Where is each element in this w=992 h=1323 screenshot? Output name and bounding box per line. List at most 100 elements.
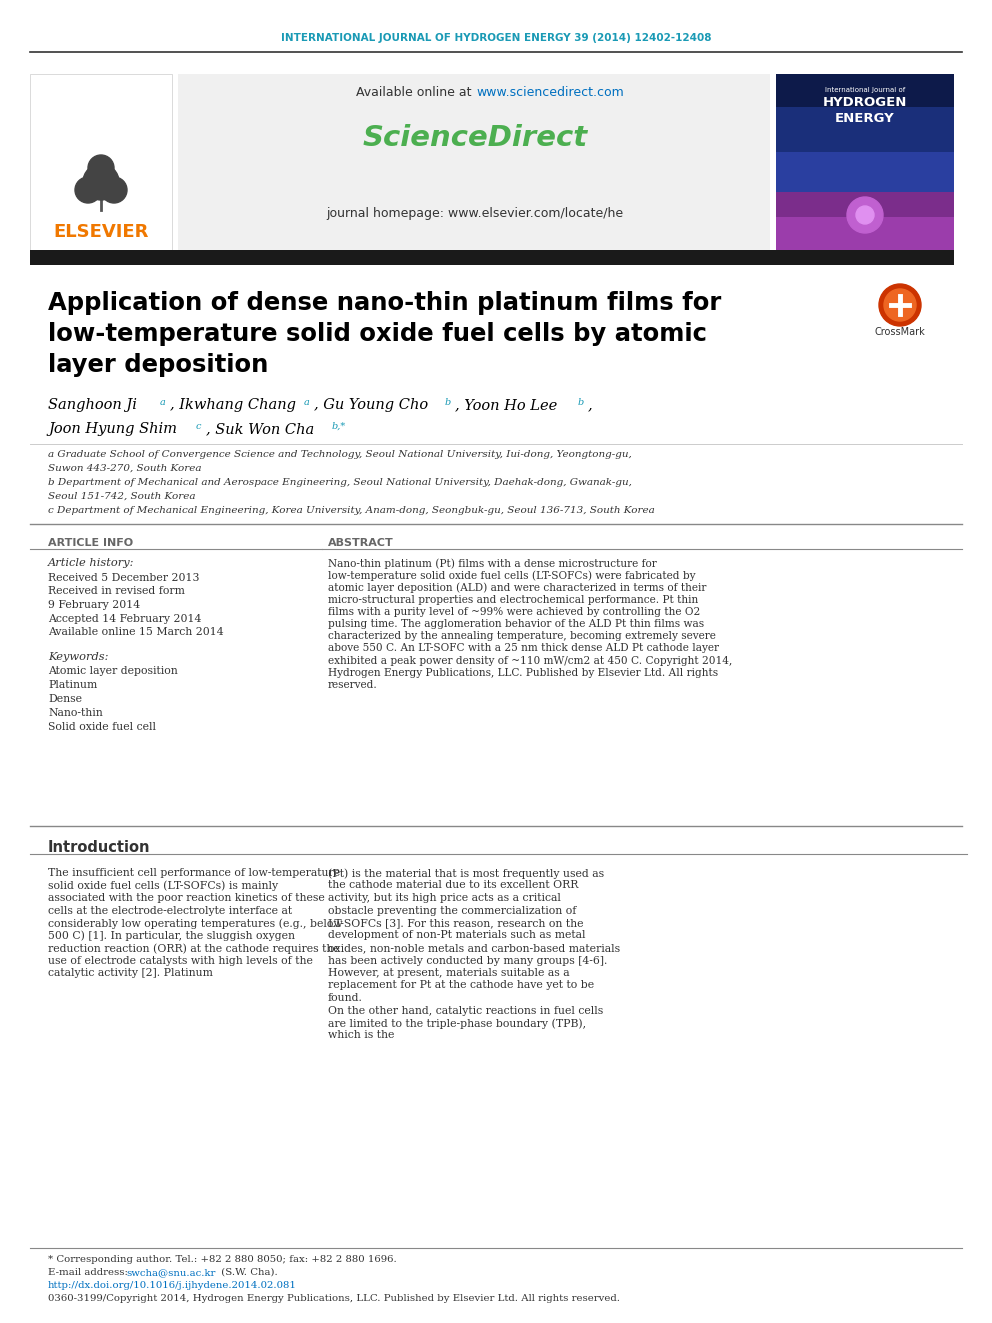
Bar (178, 74, 770, 251)
Text: b Department of Mechanical and Aerospace Engineering, Seoul National University,: b Department of Mechanical and Aerospace… (48, 478, 632, 487)
Text: c Department of Mechanical Engineering, Korea University, Anam-dong, Seongbuk-gu: c Department of Mechanical Engineering, … (48, 505, 655, 515)
Text: layer deposition: layer deposition (48, 353, 269, 377)
Text: Accepted 14 February 2014: Accepted 14 February 2014 (48, 614, 201, 623)
Bar (776, 107, 954, 251)
Text: Suwon 443-270, South Korea: Suwon 443-270, South Korea (48, 464, 201, 474)
Circle shape (75, 177, 101, 202)
Text: ScienceDirect: ScienceDirect (362, 124, 587, 152)
Text: found.: found. (328, 994, 363, 1003)
Text: cells at the electrode-electrolyte interface at: cells at the electrode-electrolyte inter… (48, 905, 292, 916)
Text: ENERGY: ENERGY (835, 111, 895, 124)
Text: considerably low operating temperatures (e.g., below: considerably low operating temperatures … (48, 918, 342, 929)
Text: characterized by the annealing temperature, becoming extremely severe: characterized by the annealing temperatu… (328, 631, 716, 642)
Text: Atomic layer deposition: Atomic layer deposition (48, 667, 178, 676)
Text: has been actively conducted by many groups [4-6].: has been actively conducted by many grou… (328, 955, 607, 966)
Text: solid oxide fuel cells (LT-SOFCs) is mainly: solid oxide fuel cells (LT-SOFCs) is mai… (48, 881, 278, 892)
Text: b,*: b,* (332, 422, 346, 431)
Text: development of non-Pt materials such as metal: development of non-Pt materials such as … (328, 930, 585, 941)
Text: Dense: Dense (48, 695, 82, 705)
Circle shape (856, 206, 874, 224)
Text: Seoul 151-742, South Korea: Seoul 151-742, South Korea (48, 492, 195, 501)
Text: the cathode material due to its excellent ORR: the cathode material due to its excellen… (328, 881, 578, 890)
Text: ABSTRACT: ABSTRACT (328, 538, 394, 548)
Circle shape (884, 288, 916, 321)
Text: ELSEVIER: ELSEVIER (54, 224, 149, 241)
Text: micro-structural properties and electrochemical performance. Pt thin: micro-structural properties and electroc… (328, 594, 698, 605)
Text: a: a (304, 398, 310, 407)
Text: International Journal of: International Journal of (825, 87, 905, 93)
Text: The insufficient cell performance of low-temperature: The insufficient cell performance of low… (48, 868, 340, 878)
Text: Received 5 December 2013: Received 5 December 2013 (48, 573, 199, 583)
Text: b: b (445, 398, 451, 407)
Text: a: a (160, 398, 166, 407)
Text: oxides, non-noble metals and carbon-based materials: oxides, non-noble metals and carbon-base… (328, 943, 620, 953)
Circle shape (88, 155, 114, 181)
Text: Joon Hyung Shim: Joon Hyung Shim (48, 422, 177, 437)
Text: www.sciencedirect.com: www.sciencedirect.com (476, 86, 624, 98)
Text: Article history:: Article history: (48, 558, 135, 568)
Text: ARTICLE INFO: ARTICLE INFO (48, 538, 133, 548)
Text: obstacle preventing the commercialization of: obstacle preventing the commercializatio… (328, 905, 576, 916)
Text: use of electrode catalysts with high levels of the: use of electrode catalysts with high lev… (48, 955, 312, 966)
Text: exhibited a peak power density of ~110 mW/cm2 at 450 C. Copyright 2014,: exhibited a peak power density of ~110 m… (328, 656, 732, 665)
Text: Sanghoon Ji: Sanghoon Ji (48, 398, 137, 411)
Text: However, at present, materials suitable as a: However, at present, materials suitable … (328, 968, 569, 978)
Text: , Suk Won Cha: , Suk Won Cha (206, 422, 314, 437)
Text: b: b (578, 398, 584, 407)
Bar (30, 74, 172, 251)
Text: E-mail address:: E-mail address: (48, 1267, 131, 1277)
Text: LT-SOFCs [3]. For this reason, research on the: LT-SOFCs [3]. For this reason, research … (328, 918, 583, 927)
Text: Application of dense nano-thin platinum films for: Application of dense nano-thin platinum … (48, 291, 721, 315)
Text: reserved.: reserved. (328, 680, 378, 691)
Text: c: c (196, 422, 201, 431)
Text: , Yoon Ho Lee: , Yoon Ho Lee (455, 398, 558, 411)
Text: Available online 15 March 2014: Available online 15 March 2014 (48, 627, 223, 636)
Text: Platinum: Platinum (48, 680, 97, 691)
Bar (776, 74, 954, 251)
Circle shape (879, 284, 921, 325)
Text: On the other hand, catalytic reactions in fuel cells: On the other hand, catalytic reactions i… (328, 1005, 603, 1016)
Text: activity, but its high price acts as a critical: activity, but its high price acts as a c… (328, 893, 560, 904)
Text: INTERNATIONAL JOURNAL OF HYDROGEN ENERGY 39 (2014) 12402-12408: INTERNATIONAL JOURNAL OF HYDROGEN ENERGY… (281, 33, 711, 44)
Text: Keywords:: Keywords: (48, 652, 108, 663)
Text: replacement for Pt at the cathode have yet to be: replacement for Pt at the cathode have y… (328, 980, 594, 991)
Text: * Corresponding author. Tel.: +82 2 880 8050; fax: +82 2 880 1696.: * Corresponding author. Tel.: +82 2 880 … (48, 1256, 397, 1263)
Text: Received in revised form: Received in revised form (48, 586, 185, 597)
Text: Hydrogen Energy Publications, LLC. Published by Elsevier Ltd. All rights: Hydrogen Energy Publications, LLC. Publi… (328, 668, 718, 677)
Text: Nano-thin platinum (Pt) films with a dense microstructure for: Nano-thin platinum (Pt) films with a den… (328, 558, 657, 569)
Circle shape (101, 177, 127, 202)
Bar (776, 152, 954, 251)
Text: a Graduate School of Convergence Science and Technology, Seoul National Universi: a Graduate School of Convergence Science… (48, 450, 632, 459)
Text: (Pt) is the material that is most frequently used as: (Pt) is the material that is most freque… (328, 868, 604, 878)
Text: journal homepage: www.elsevier.com/locate/he: journal homepage: www.elsevier.com/locat… (326, 208, 624, 221)
Text: Available online at: Available online at (355, 86, 475, 98)
Text: associated with the poor reaction kinetics of these: associated with the poor reaction kineti… (48, 893, 324, 904)
Bar (30, 250, 954, 265)
Text: catalytic activity [2]. Platinum: catalytic activity [2]. Platinum (48, 968, 213, 978)
Bar (776, 192, 954, 251)
Text: pulsing time. The agglomeration behavior of the ALD Pt thin films was: pulsing time. The agglomeration behavior… (328, 619, 704, 628)
Text: low-temperature solid oxide fuel cells (LT-SOFCs) were fabricated by: low-temperature solid oxide fuel cells (… (328, 570, 695, 581)
Text: which is the: which is the (328, 1031, 395, 1040)
Text: (S.W. Cha).: (S.W. Cha). (218, 1267, 278, 1277)
Circle shape (83, 164, 119, 200)
Text: low-temperature solid oxide fuel cells by atomic: low-temperature solid oxide fuel cells b… (48, 321, 707, 347)
Text: are limited to the triple-phase boundary (TPB),: are limited to the triple-phase boundary… (328, 1017, 586, 1028)
Text: films with a purity level of ~99% were achieved by controlling the O2: films with a purity level of ~99% were a… (328, 607, 700, 617)
Text: swcha@snu.ac.kr: swcha@snu.ac.kr (126, 1267, 215, 1277)
Text: Introduction: Introduction (48, 840, 151, 855)
Text: 0360-3199/Copyright 2014, Hydrogen Energy Publications, LLC. Published by Elsevi: 0360-3199/Copyright 2014, Hydrogen Energ… (48, 1294, 620, 1303)
Text: Solid oxide fuel cell: Solid oxide fuel cell (48, 722, 156, 733)
Text: Nano-thin: Nano-thin (48, 709, 103, 718)
Text: atomic layer deposition (ALD) and were characterized in terms of their: atomic layer deposition (ALD) and were c… (328, 582, 706, 593)
Text: above 550 C. An LT-SOFC with a 25 nm thick dense ALD Pt cathode layer: above 550 C. An LT-SOFC with a 25 nm thi… (328, 643, 719, 654)
Text: http://dx.doi.org/10.1016/j.ijhydene.2014.02.081: http://dx.doi.org/10.1016/j.ijhydene.201… (48, 1281, 297, 1290)
Text: 9 February 2014: 9 February 2014 (48, 601, 140, 610)
Text: 500 C) [1]. In particular, the sluggish oxygen: 500 C) [1]. In particular, the sluggish … (48, 930, 295, 941)
Circle shape (847, 197, 883, 233)
Text: , Gu Young Cho: , Gu Young Cho (314, 398, 429, 411)
Text: , Ikwhang Chang: , Ikwhang Chang (170, 398, 296, 411)
Text: CrossMark: CrossMark (875, 327, 926, 337)
Bar (776, 217, 954, 251)
Text: reduction reaction (ORR) at the cathode requires the: reduction reaction (ORR) at the cathode … (48, 943, 339, 954)
